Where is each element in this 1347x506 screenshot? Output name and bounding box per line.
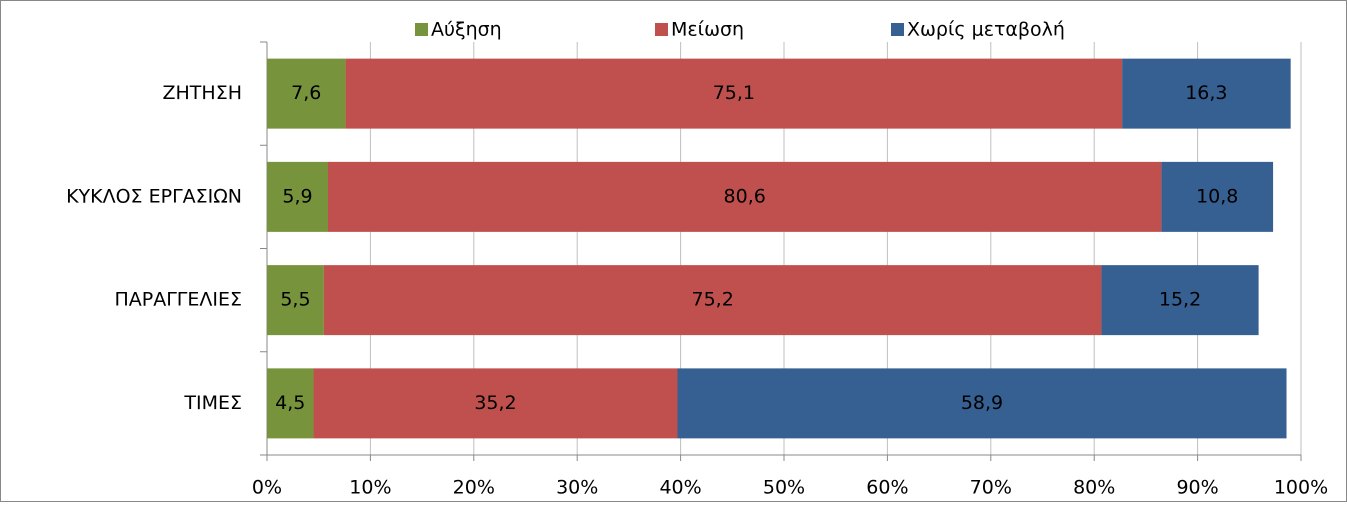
value-label: 10,8 bbox=[1196, 185, 1238, 207]
bar-segment bbox=[1161, 161, 1274, 232]
y-tick-label: ΖΗΤΗΣΗ bbox=[163, 82, 243, 104]
bar-segment bbox=[267, 58, 346, 129]
legend-swatch bbox=[891, 23, 904, 36]
value-label: 5,5 bbox=[280, 289, 310, 311]
x-tick-label: 60% bbox=[866, 477, 908, 499]
x-tick-label: 100% bbox=[1274, 477, 1328, 499]
x-tick-label: 80% bbox=[1073, 477, 1115, 499]
bar-segment bbox=[677, 368, 1287, 439]
y-tick-label: ΠΑΡΑΓΓΕΛΙΕΣ bbox=[114, 289, 242, 311]
x-tick-label: 50% bbox=[763, 477, 805, 499]
value-label: 4,5 bbox=[275, 392, 305, 414]
bar-segment bbox=[345, 58, 1123, 129]
x-tick-label: 40% bbox=[659, 477, 701, 499]
bar-segment bbox=[267, 265, 324, 336]
x-tick-label: 20% bbox=[453, 477, 495, 499]
value-label: 16,3 bbox=[1185, 82, 1227, 104]
bar-segment bbox=[323, 265, 1102, 336]
value-label: 58,9 bbox=[961, 392, 1003, 414]
bar-segment bbox=[267, 368, 314, 439]
legend-swatch bbox=[655, 23, 668, 36]
x-tick-label: 90% bbox=[1176, 477, 1218, 499]
y-tick-label: ΚΥΚΛΟΣ ΕΡΓΑΣΙΩΝ bbox=[66, 185, 242, 207]
bar-segment bbox=[267, 161, 329, 232]
bar-segment bbox=[1122, 58, 1291, 129]
bar-segment bbox=[313, 368, 678, 439]
value-label: 7,6 bbox=[291, 82, 321, 104]
value-label: 75,1 bbox=[713, 82, 755, 104]
legend-label: Αύξηση bbox=[431, 19, 502, 41]
bar-segment bbox=[328, 161, 1162, 232]
value-label: 15,2 bbox=[1159, 289, 1201, 311]
value-label: 5,9 bbox=[282, 185, 312, 207]
x-tick-label: 30% bbox=[556, 477, 598, 499]
value-label: 80,6 bbox=[724, 185, 766, 207]
legend-swatch bbox=[415, 23, 428, 36]
legend-label: Μείωση bbox=[671, 19, 744, 41]
bar-segment bbox=[1101, 265, 1259, 336]
y-tick-label: ΤΙΜΕΣ bbox=[183, 392, 242, 414]
x-tick-label: 0% bbox=[252, 477, 282, 499]
value-label: 75,2 bbox=[691, 289, 733, 311]
value-label: 35,2 bbox=[474, 392, 516, 414]
x-tick-label: 10% bbox=[349, 477, 391, 499]
legend-label: Χωρίς μεταβολή bbox=[907, 19, 1065, 41]
x-tick-label: 70% bbox=[970, 477, 1012, 499]
